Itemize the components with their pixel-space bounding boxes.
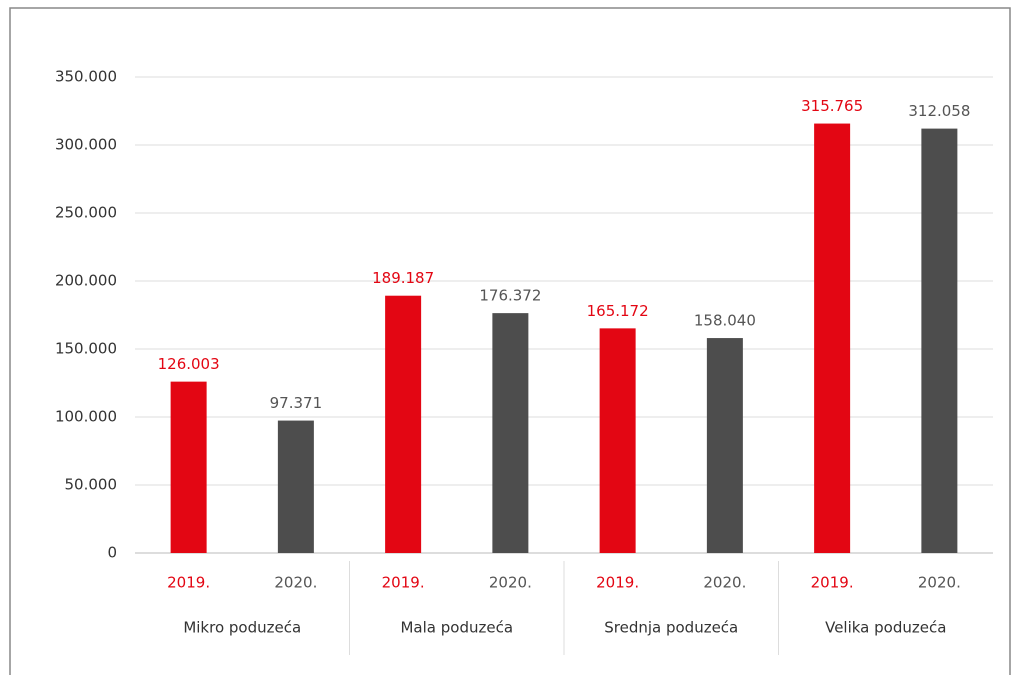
y-tick-label: 250.000 <box>55 204 117 222</box>
series-label: 2020. <box>274 574 317 592</box>
y-tick-label: 300.000 <box>55 136 117 154</box>
value-label: 315.765 <box>801 97 863 115</box>
value-label: 97.371 <box>270 394 323 412</box>
series-label: 2020. <box>703 574 746 592</box>
series-label: 2019. <box>382 574 425 592</box>
y-tick-label: 350.000 <box>55 68 117 86</box>
series-label: 2020. <box>918 574 961 592</box>
category-label: Mikro poduzeća <box>183 619 301 637</box>
value-label: 165.172 <box>587 302 649 320</box>
series-label: 2019. <box>167 574 210 592</box>
y-tick-label: 100.000 <box>55 408 117 426</box>
value-label: 126.003 <box>158 355 220 373</box>
value-label: 176.372 <box>479 287 541 305</box>
frame <box>9 7 1011 675</box>
y-tick-label: 200.000 <box>55 272 117 290</box>
category-label: Mala poduzeća <box>400 619 513 637</box>
category-label: Velika poduzeća <box>825 619 946 637</box>
y-tick-label: 50.000 <box>65 476 118 494</box>
series-label: 2019. <box>811 574 854 592</box>
category-label: Srednja poduzeća <box>604 619 738 637</box>
value-label: 158.040 <box>694 312 756 330</box>
bar <box>921 128 958 553</box>
bar <box>277 420 314 553</box>
bar <box>170 381 207 553</box>
value-label: 312.058 <box>908 102 970 120</box>
bar <box>492 313 529 553</box>
bar <box>385 295 422 553</box>
series-label: 2020. <box>489 574 532 592</box>
bar <box>599 328 636 553</box>
bar <box>706 338 743 553</box>
value-label: 189.187 <box>372 269 434 287</box>
y-tick-label: 150.000 <box>55 340 117 358</box>
y-tick-label: 0 <box>107 544 117 562</box>
series-label: 2019. <box>596 574 639 592</box>
bar <box>814 123 851 553</box>
